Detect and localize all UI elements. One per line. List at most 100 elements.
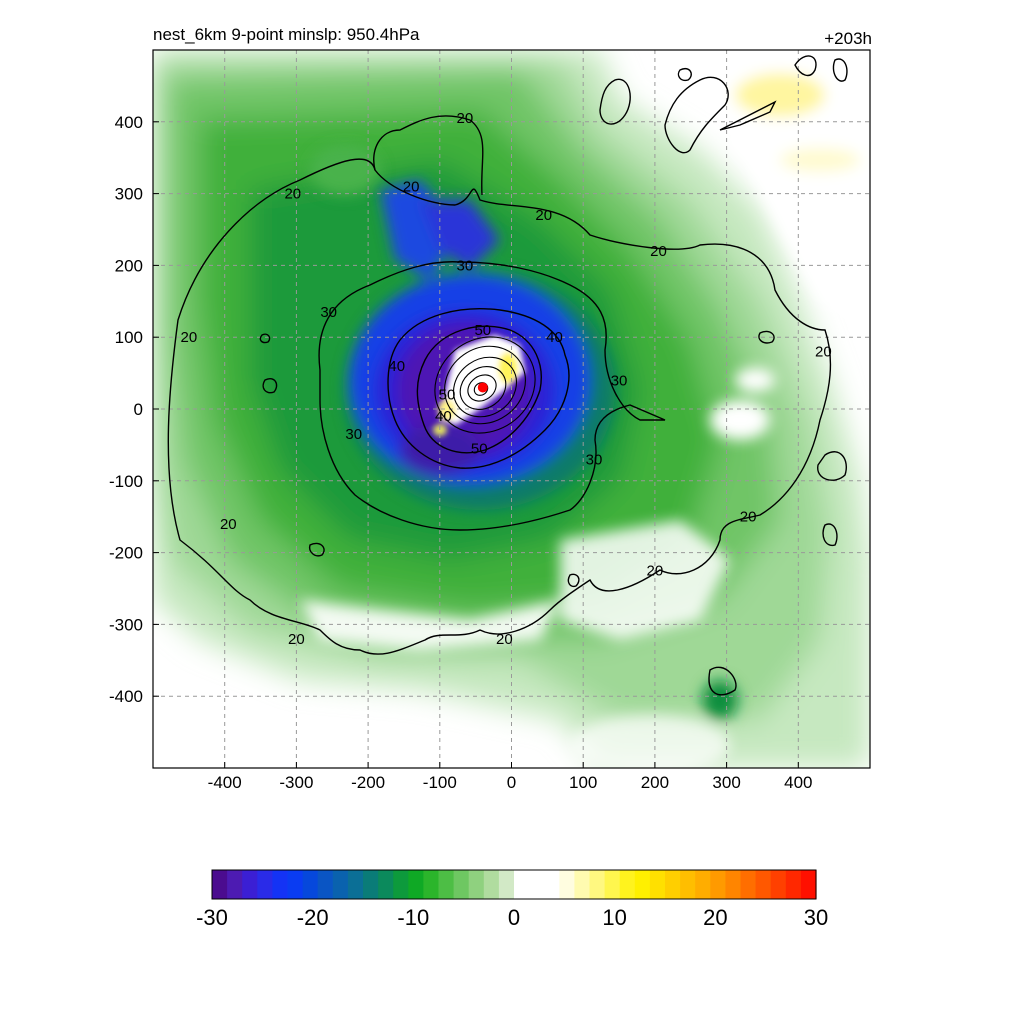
colorbar-swatch [498, 870, 515, 899]
colorbar-swatch [574, 870, 591, 899]
y-tick-label: 400 [115, 113, 143, 132]
colorbar-tick-label: -20 [297, 905, 329, 930]
y-tick-label: -200 [109, 544, 143, 563]
colorbar-tick-label: 0 [508, 905, 520, 930]
contour-label: 30 [586, 451, 603, 468]
contour-lines [167, 55, 848, 696]
contour-20-east-blob [817, 451, 847, 481]
colorbar-swatch [363, 870, 379, 899]
colorbar-swatch [649, 870, 666, 899]
y-tick-label: 100 [115, 328, 143, 347]
x-tick-label: 200 [641, 773, 669, 792]
colorbar-swatch [378, 870, 394, 899]
x-tick-label: 0 [507, 773, 516, 792]
contour-20-north [373, 115, 484, 196]
colorbar-swatch [514, 870, 530, 899]
y-tick-label: 0 [134, 400, 143, 419]
contour-labels: 20 20 20 20 20 20 20 20 20 20 20 20 30 30 30 30 30 40 40 40… [181, 110, 832, 648]
colorbar-swatch [408, 870, 424, 899]
colorbar-tick-label: 30 [804, 905, 828, 930]
contour-20 [167, 158, 832, 655]
colorbar-swatch [438, 870, 455, 899]
x-tick-label: -100 [423, 773, 457, 792]
colorbar-swatch [755, 870, 772, 899]
contour-label: 20 [650, 243, 667, 260]
colorbar-tick-label: 20 [703, 905, 727, 930]
contour-label: 20 [220, 516, 237, 533]
contour-20-se-blob [708, 666, 737, 696]
contour-label: 20 [535, 207, 552, 224]
contour-20-south-blob [567, 573, 580, 588]
colorbar-tick-label: -10 [397, 905, 429, 930]
contour-label: 50 [474, 322, 491, 339]
colorbar-swatch [302, 870, 319, 899]
colorbar-swatch [559, 870, 575, 899]
y-tick-label: 200 [115, 256, 143, 275]
contour-20-west-blob [262, 378, 278, 394]
contour-20-east-blob2 [822, 523, 838, 547]
contour-20-ne-top [794, 55, 817, 77]
y-axis-ticks: 400 300 200 100 0 -100 -200 -300 -400 [109, 113, 159, 706]
colorbar [211, 869, 817, 900]
contour-label: 30 [611, 372, 628, 389]
colorbar-swatch [212, 870, 228, 899]
colorbar-swatch [740, 870, 757, 899]
colorbar-swatch [317, 870, 334, 899]
contour-20-ne-top2 [832, 58, 848, 82]
x-tick-label: -200 [351, 773, 385, 792]
contour-30 [318, 261, 666, 531]
y-tick-label: -100 [109, 472, 143, 491]
colorbar-tick-label: -30 [196, 905, 228, 930]
contour-label: 50 [439, 387, 456, 404]
colorbar-swatch [695, 870, 711, 899]
colorbar-swatch [468, 870, 485, 899]
contour-label: 20 [457, 110, 474, 127]
colorbar-tick-label: 10 [602, 905, 626, 930]
y-tick-label: -400 [109, 687, 143, 706]
colorbar-swatch [257, 870, 273, 899]
x-tick-label: -300 [279, 773, 313, 792]
contour-40 [387, 308, 570, 469]
x-tick-label: 400 [784, 773, 812, 792]
y-tick-label: -300 [109, 615, 143, 634]
colorbar-tick-labels: -30 -20 -10 0 10 20 30 [196, 905, 828, 930]
contour-20-east-small [599, 78, 631, 125]
contour-label: 20 [403, 178, 420, 195]
colorbar-swatch [242, 870, 258, 899]
colorbar-swatch [544, 870, 560, 899]
colorbar-swatch [680, 870, 696, 899]
colorbar-swatch [227, 870, 243, 899]
contour-20-ne-small [677, 68, 692, 82]
eyewall-contours [434, 336, 536, 434]
colorbar-swatch [665, 870, 681, 899]
contour-label: 30 [320, 304, 337, 321]
wind-anomaly-shading [153, 50, 870, 768]
colorbar-swatch [725, 870, 742, 899]
colorbar-swatch [483, 870, 500, 899]
colorbar-swatch [785, 870, 802, 899]
x-tick-label: 300 [712, 773, 740, 792]
contour-20-sw-blob [308, 542, 325, 557]
x-tick-label: 100 [569, 773, 597, 792]
colorbar-swatch [272, 870, 289, 899]
colorbar-swatch [770, 870, 787, 899]
colorbar-swatch [287, 870, 304, 899]
contour-label: 20 [181, 329, 198, 346]
colorbar-swatch [589, 870, 606, 899]
contour-label: 40 [546, 329, 563, 346]
colorbar-swatch [710, 870, 726, 899]
colorbar-swatch [604, 870, 621, 899]
colorbar-swatch [619, 870, 636, 899]
colorbar-swatch [634, 870, 651, 899]
storm-center-marker [477, 382, 488, 393]
colorbar-swatch [393, 870, 409, 899]
contour-label: 20 [647, 563, 664, 580]
x-tick-label: -400 [208, 773, 242, 792]
y-tick-label: 300 [115, 185, 143, 204]
x-axis-ticks: -400 -300 -200 -100 0 100 200 300 400 [208, 762, 812, 792]
contour-label: 20 [815, 344, 832, 361]
contour-label: 20 [284, 186, 301, 203]
contour-label: 20 [740, 509, 757, 526]
contour-label: 50 [471, 440, 488, 457]
